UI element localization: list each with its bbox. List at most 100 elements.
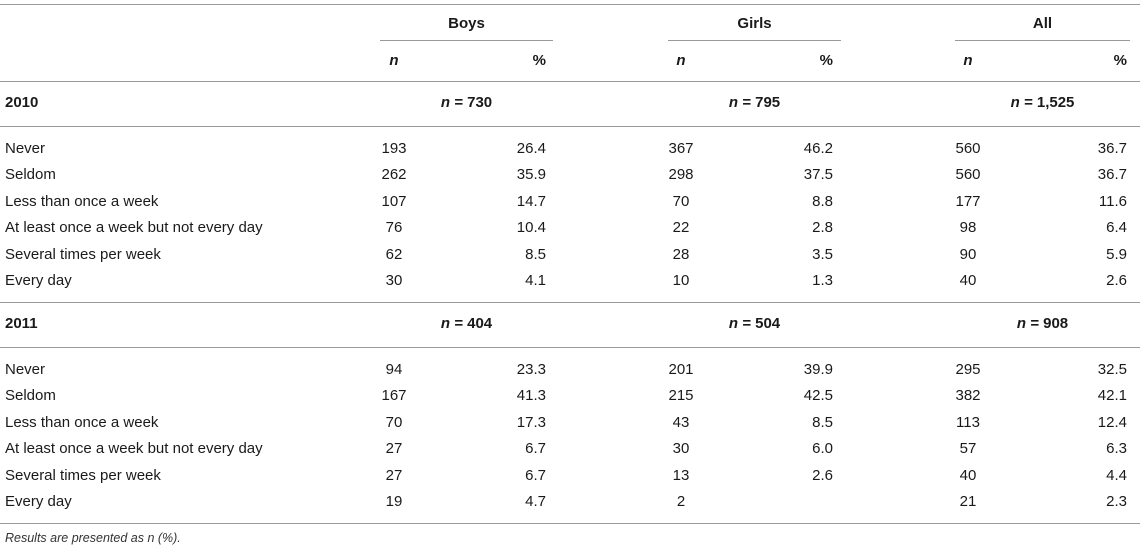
cell-count: 94: [385, 361, 403, 378]
row-label: Never: [5, 140, 46, 157]
cell-percent: 42.5: [803, 387, 833, 404]
cell-count: 19: [385, 493, 403, 510]
cell-count: 98: [959, 219, 977, 236]
total-value: 730: [467, 94, 493, 111]
subheader-pct-girls: %: [819, 52, 833, 69]
cell-count: 295: [955, 361, 981, 378]
n-prefix: n =: [728, 315, 756, 332]
row-label: Less than once a week: [5, 414, 159, 431]
cell-count: 113: [956, 414, 980, 431]
row-label: At least once a week but not every day: [5, 219, 263, 236]
section-total-all-2010: n = 1,525: [955, 94, 1130, 112]
cell-percent: 6.3: [1106, 440, 1127, 457]
boys-underline: [380, 40, 553, 41]
top-rule: [0, 4, 1140, 5]
row-label: Seldom: [5, 387, 56, 404]
cell-count: 43: [672, 414, 690, 431]
cell-percent: 37.5: [803, 166, 833, 183]
cell-count: 70: [672, 193, 690, 210]
cell-count: 560: [955, 140, 981, 157]
cell-count: 40: [959, 272, 977, 289]
cell-percent: 3.5: [812, 246, 833, 263]
cell-percent: 2.6: [1106, 272, 1127, 289]
cell-percent: 6.0: [812, 440, 833, 457]
group-header-girls: Girls: [737, 15, 772, 32]
row-label: Every day: [5, 493, 72, 510]
row-label: Several times per week: [5, 467, 161, 484]
cell-count: 193: [381, 140, 407, 157]
cell-count: 22: [672, 219, 690, 236]
cell-percent: 5.9: [1106, 246, 1127, 263]
cell-count: 62: [385, 246, 403, 263]
row-label: Never: [5, 361, 46, 378]
cell-percent: 36.7: [1097, 166, 1127, 183]
cell-count: 27: [385, 467, 403, 484]
cell-count: 27: [385, 440, 403, 457]
cell-percent: 36.7: [1097, 140, 1127, 157]
total-value: 504: [755, 315, 781, 332]
cell-percent: 14.7: [516, 193, 546, 210]
row-label: At least once a week but not every day: [5, 440, 263, 457]
row-label: Less than once a week: [5, 193, 159, 210]
cell-percent: 46.2: [803, 140, 833, 157]
cell-percent: 6.7: [525, 467, 546, 484]
cell-percent: 41.3: [516, 387, 546, 404]
cell-count: 30: [672, 440, 690, 457]
n-prefix: n =: [728, 94, 756, 111]
section-total-boys-2010: n = 730: [380, 94, 553, 112]
section-total-girls-2011: n = 504: [668, 315, 841, 333]
cell-percent: 39.9: [803, 361, 833, 378]
cell-percent: 23.3: [516, 361, 546, 378]
section-total-girls-2010: n = 795: [668, 94, 841, 112]
cell-count: 107: [381, 193, 407, 210]
total-value: 908: [1043, 315, 1069, 332]
cell-percent: 42.1: [1097, 387, 1127, 404]
total-value: 1,525: [1036, 94, 1075, 111]
all-underline: [955, 40, 1130, 41]
table-footnote: Results are presented as n (%).: [5, 531, 181, 545]
cell-percent: 17.3: [516, 414, 546, 431]
cell-percent: 1.3: [812, 272, 833, 289]
cell-percent: 4.1: [525, 272, 546, 289]
section-total-all-2011: n = 908: [955, 315, 1130, 333]
subheader-pct-all: %: [1113, 52, 1127, 69]
cell-count: 262: [381, 166, 407, 183]
section-total-boys-2011: n = 404: [380, 315, 553, 333]
n-prefix: n =: [440, 94, 468, 111]
cell-count: 76: [385, 219, 403, 236]
cell-percent: 11.6: [1098, 193, 1127, 210]
total-value: 795: [755, 94, 781, 111]
total-value: 404: [467, 315, 493, 332]
cell-percent: 2.8: [812, 219, 833, 236]
cell-count: 40: [959, 467, 977, 484]
cell-percent: 26.4: [516, 140, 546, 157]
subheader-pct-boys: %: [532, 52, 546, 69]
cell-percent: 6.4: [1106, 219, 1127, 236]
cell-percent: 35.9: [516, 166, 546, 183]
section-rule-2011: [0, 347, 1140, 348]
subheader-n-all: n: [963, 52, 973, 69]
cell-percent: 2.6: [812, 467, 833, 484]
subheader-n-girls: n: [676, 52, 686, 69]
cell-count: 382: [955, 387, 981, 404]
cell-count: 201: [668, 361, 694, 378]
cell-count: 13: [672, 467, 690, 484]
section-rule-2010: [0, 126, 1140, 127]
n-prefix: n =: [1010, 94, 1037, 111]
cell-percent: 6.7: [525, 440, 546, 457]
section-year-2010: 2010: [5, 94, 39, 111]
bottom-rule: [0, 523, 1140, 524]
cell-count: 57: [959, 440, 977, 457]
cell-count: 10: [672, 272, 690, 289]
cell-percent: 4.7: [525, 493, 546, 510]
n-prefix: n =: [1016, 315, 1044, 332]
cell-percent: 8.5: [812, 414, 833, 431]
cell-percent: 32.5: [1097, 361, 1127, 378]
cell-count: 30: [385, 272, 403, 289]
cell-count: 560: [955, 166, 981, 183]
subheader-n-boys: n: [389, 52, 399, 69]
cell-count: 177: [955, 193, 981, 210]
row-label: Seldom: [5, 166, 56, 183]
cell-percent: 4.4: [1106, 467, 1127, 484]
header-rule: [0, 81, 1140, 82]
